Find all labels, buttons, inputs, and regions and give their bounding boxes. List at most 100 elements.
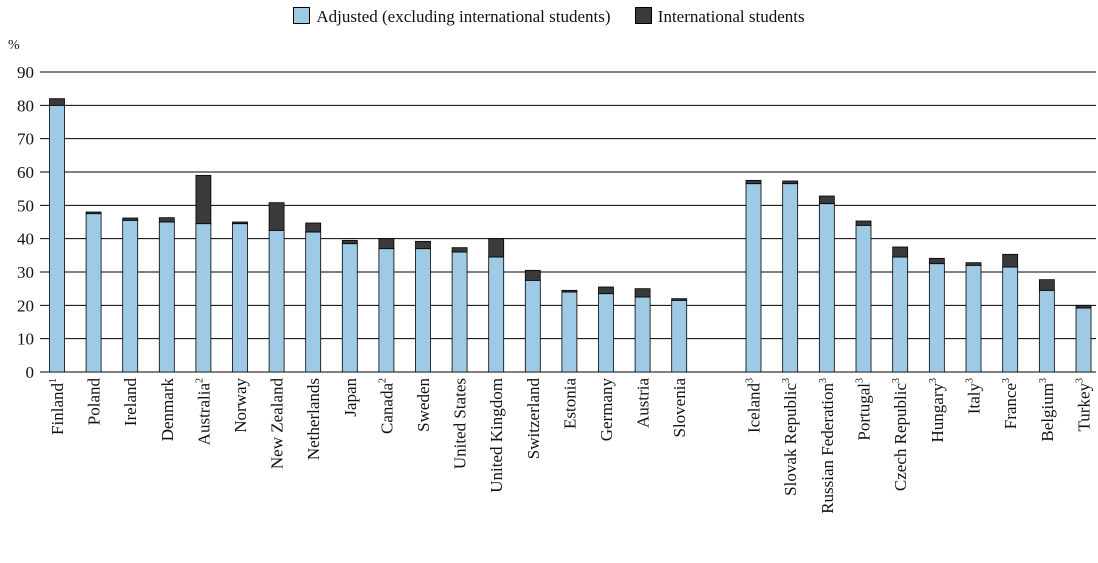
x-tick-label-footnote: 1: [48, 378, 59, 383]
bar-adjusted[interactable]: [561, 291, 578, 373]
bar-adjusted[interactable]: [671, 299, 688, 373]
bar-international[interactable]: [378, 238, 395, 250]
bar-international[interactable]: [524, 269, 541, 281]
y-tick-label: 50: [17, 196, 34, 215]
bar-international[interactable]: [122, 217, 139, 221]
x-tick-label: Finland1: [48, 378, 67, 435]
bar-adjusted[interactable]: [378, 248, 395, 373]
x-tick-label: Switzerland: [524, 378, 543, 460]
x-tick-label-footnote: 3: [1038, 378, 1049, 383]
bar-adjusted[interactable]: [341, 243, 358, 373]
legend: Adjusted (excluding international studen…: [0, 6, 1098, 28]
bar-international[interactable]: [1038, 279, 1055, 291]
bar-adjusted[interactable]: [488, 256, 505, 373]
bar-international[interactable]: [928, 257, 945, 265]
legend-swatch-adjusted: [293, 7, 311, 24]
bar-international[interactable]: [892, 246, 909, 258]
bar-adjusted[interactable]: [1038, 289, 1055, 373]
x-tick-label-footnote: 3: [1075, 378, 1086, 383]
x-tick-label: Norway: [231, 378, 250, 433]
legend-item-adjusted[interactable]: Adjusted (excluding international studen…: [293, 6, 611, 28]
bar-international[interactable]: [49, 98, 65, 106]
x-tick-label: Japan: [341, 378, 360, 417]
x-tick-label-footnote: 3: [745, 378, 756, 383]
bar-adjusted[interactable]: [634, 296, 651, 373]
bar-adjusted[interactable]: [85, 213, 102, 373]
x-tick-label: New Zealand: [268, 378, 287, 470]
bar-international[interactable]: [1075, 304, 1092, 309]
x-tick-label: Belgium3: [1038, 378, 1057, 442]
y-tick-label: 0: [26, 363, 35, 382]
x-tick-label: Netherlands: [304, 378, 323, 460]
x-tick-label-footnote: 3: [855, 378, 866, 383]
x-tick-label-footnote: 3: [891, 378, 902, 383]
bar-international[interactable]: [818, 195, 835, 205]
bar-international[interactable]: [488, 238, 505, 258]
x-tick-label-footnote: 3: [1001, 378, 1012, 383]
bar-international[interactable]: [561, 289, 578, 293]
x-tick-label-footnote: 3: [781, 378, 792, 383]
bar-adjusted[interactable]: [122, 219, 139, 373]
x-tick-label: Denmark: [158, 378, 177, 442]
bar-international[interactable]: [855, 220, 872, 226]
x-tick-label: Estonia: [560, 378, 579, 429]
x-tick-label: Portugal3: [855, 378, 874, 441]
x-tick-label: Poland: [85, 378, 104, 426]
bar-international[interactable]: [232, 221, 248, 225]
bar-adjusted[interactable]: [49, 104, 65, 373]
x-tick-label-footnote: 3: [818, 378, 829, 383]
bar-adjusted[interactable]: [305, 231, 322, 373]
bar-international[interactable]: [745, 179, 762, 185]
bar-adjusted[interactable]: [965, 264, 982, 373]
y-tick-label: 30: [17, 263, 34, 282]
x-tick-label: Ireland: [121, 378, 140, 427]
bar-adjusted[interactable]: [451, 251, 468, 373]
bar-international[interactable]: [782, 180, 799, 185]
bar-international[interactable]: [305, 222, 322, 233]
x-tick-label: Hungary3: [928, 378, 947, 442]
x-tick-label: Slovak Republic3: [781, 378, 800, 496]
legend-item-international[interactable]: International students: [634, 6, 805, 28]
bar-international[interactable]: [415, 240, 431, 250]
bar-adjusted[interactable]: [195, 223, 212, 373]
x-tick-label: Turkey3: [1075, 378, 1094, 432]
bar-international[interactable]: [598, 286, 614, 295]
bar-adjusted[interactable]: [1002, 266, 1019, 373]
bar-international[interactable]: [268, 202, 285, 231]
y-tick-label: 70: [17, 130, 34, 149]
x-tick-label-footnote: 3: [928, 378, 939, 383]
y-tick-label: 90: [17, 63, 34, 82]
bar-international[interactable]: [85, 211, 102, 215]
bar-adjusted[interactable]: [928, 263, 945, 373]
bar-international[interactable]: [158, 217, 175, 223]
bar-adjusted[interactable]: [524, 279, 541, 373]
bar-adjusted[interactable]: [1075, 307, 1092, 373]
y-tick-labels: 0 10 20 30 40 50 60 70 80 90: [17, 63, 34, 382]
bar-international[interactable]: [1002, 253, 1019, 268]
bar-adjusted[interactable]: [158, 221, 175, 373]
x-tick-label: United Kingdom: [487, 378, 506, 493]
x-tick-label: Austria: [634, 378, 653, 429]
bar-international[interactable]: [671, 298, 688, 301]
bar-international[interactable]: [634, 288, 651, 298]
x-tick-label: Russian Federation3: [818, 378, 837, 514]
bar-adjusted[interactable]: [855, 224, 872, 373]
bar-international[interactable]: [195, 174, 212, 225]
bar-adjusted[interactable]: [782, 183, 799, 373]
x-tick-labels: Finland1 Poland Ireland Denmark Australia2 No…: [48, 378, 1094, 514]
bar-international[interactable]: [451, 247, 468, 253]
bar-adjusted[interactable]: [232, 223, 248, 373]
bar-adjusted[interactable]: [745, 183, 762, 373]
bar-adjusted[interactable]: [892, 256, 909, 373]
y-axis-unit-label: %: [8, 38, 20, 53]
x-tick-label: Germany: [597, 378, 616, 442]
bar-international[interactable]: [341, 239, 358, 245]
bar-adjusted[interactable]: [818, 203, 835, 373]
y-tick-label: 60: [17, 163, 34, 182]
bar-adjusted[interactable]: [268, 229, 285, 373]
bar-adjusted[interactable]: [415, 248, 431, 373]
bar-adjusted[interactable]: [598, 293, 614, 373]
x-tick-label-footnote: 2: [194, 378, 205, 383]
bar-international[interactable]: [965, 262, 982, 266]
